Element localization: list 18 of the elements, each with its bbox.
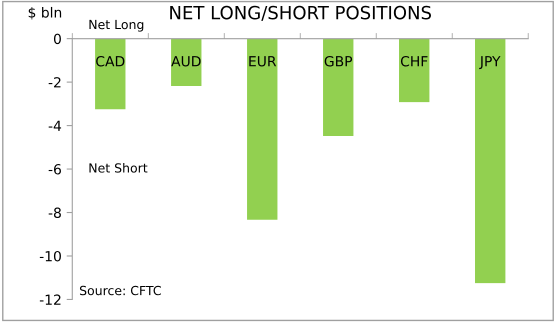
x-tick-label: AUD xyxy=(171,56,201,67)
y-tick-label: -4 xyxy=(48,120,62,131)
y-tick-label: -6 xyxy=(48,164,61,175)
y-tick-label: -10 xyxy=(40,250,61,262)
y-tick-label: -8 xyxy=(48,207,61,218)
annotation: Source: CFTC xyxy=(80,286,161,296)
y-tick-label: -2 xyxy=(48,77,60,88)
x-tick-label: CHF xyxy=(400,56,428,67)
y-tick-label: 0 xyxy=(54,34,61,44)
text: Net Long xyxy=(89,20,144,32)
chart-title: NET LONG/SHORT POSITIONS xyxy=(170,6,432,21)
x-tick-label: EUR xyxy=(249,56,276,67)
annotation: Net Short xyxy=(89,163,148,173)
y-axis-title: $ bln xyxy=(28,6,62,20)
x-tick-label: GBP xyxy=(324,56,352,67)
y-tick-label: -12 xyxy=(40,294,60,305)
x-tick-label: CAD xyxy=(96,56,124,67)
x-tick-label: JPY xyxy=(479,56,501,70)
